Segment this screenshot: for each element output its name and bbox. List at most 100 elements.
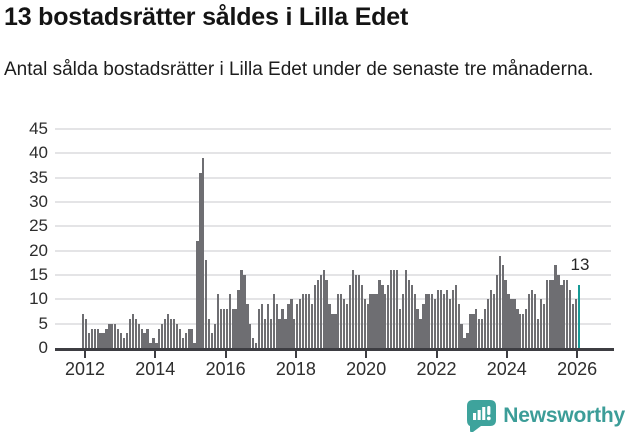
bar [219,309,223,348]
bar [313,284,316,348]
gridline-y-20 [55,249,611,252]
bar [475,309,478,348]
bar [122,338,126,348]
x-tick-2026 [576,351,579,358]
bar [131,313,135,348]
bar [369,294,372,348]
bar [381,284,384,348]
newsworthy-logo-text: Newsworthy [503,404,625,427]
bar [196,240,199,348]
bar [481,318,484,348]
bar [152,338,155,348]
bar [175,323,179,348]
bar [284,318,287,348]
bar [451,289,454,348]
bar [81,313,85,348]
bar [357,275,361,348]
bar [149,343,152,348]
bar [533,294,537,348]
bar [301,294,305,348]
bar [463,338,466,348]
bar [401,294,405,348]
bar [96,328,99,348]
bar [304,294,308,348]
bar [340,294,343,348]
y-axis-label: 30 [29,192,48,211]
x-tick-2016 [224,351,227,358]
x-tick-label-2022: 2022 [416,359,457,379]
bar [445,289,449,348]
bar [554,265,557,348]
x-tick-label-2024: 2024 [486,359,527,379]
bar [322,270,325,348]
bar [240,270,243,348]
bar [363,299,366,348]
bar [205,260,208,348]
bar [120,333,123,348]
bar [522,313,525,348]
bar [181,338,184,348]
bar [489,289,493,348]
bar [466,333,469,348]
bar [354,275,358,348]
bar [325,279,328,348]
bar [348,284,352,348]
bar [296,304,299,348]
y-axis-label: 0 [38,338,48,357]
bar [140,328,143,348]
bar [574,299,578,348]
bar [557,275,560,348]
bar [510,299,513,348]
bar [111,323,114,348]
bar [155,343,158,348]
bar [422,304,425,348]
bar [398,309,402,348]
highlight-bar [577,284,581,348]
bar [263,318,267,348]
bar [310,304,314,348]
bar [269,318,272,348]
bar [169,318,173,348]
bar [137,323,140,348]
page-title: 13 bostadsrätter såldes i Lilla Edet [4,3,409,31]
bar [193,343,196,348]
bar [255,343,258,348]
newsworthy-logo-icon [467,400,497,432]
x-axis-line [55,348,614,351]
page-subtitle: Antal sålda bostadsrätter i Lilla Edet u… [4,59,594,80]
bar [351,270,355,348]
bar [117,328,120,348]
bar [457,304,460,348]
bar [102,333,105,348]
bar [516,309,519,348]
bar [448,299,452,348]
bar [425,294,428,348]
x-tick-label-2012: 2012 [64,359,106,379]
x-tick-label-2026: 2026 [557,359,598,379]
bar [243,275,246,348]
y-axis-label: 45 [29,119,48,138]
value-annotation: 13 [570,254,590,274]
bar [530,289,534,348]
bar [548,279,551,348]
bar [172,318,176,348]
bar [387,284,390,348]
bar [234,309,237,348]
bar [360,284,363,348]
bar [228,294,231,348]
bar [143,333,146,348]
x-tick-2018 [294,351,297,358]
bar [536,318,540,348]
bar [492,294,496,348]
gridline-y-30 [55,201,611,203]
gridline-y-25 [55,225,611,228]
bar [231,309,234,348]
bar [566,279,569,348]
bar [290,299,293,348]
bar [199,172,202,348]
bar [105,328,108,348]
bar [260,304,264,348]
bar [469,313,472,348]
bar [501,265,504,348]
x-tick-2014 [154,351,157,358]
